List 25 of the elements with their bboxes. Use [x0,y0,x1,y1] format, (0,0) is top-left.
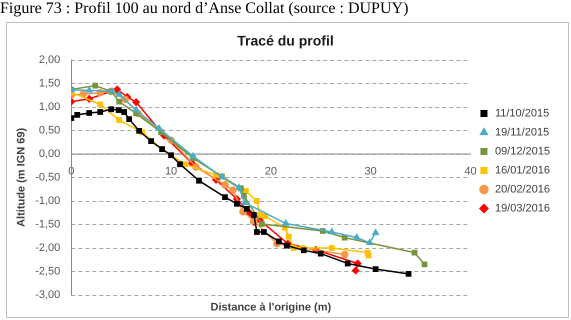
y-tick-label: -2,50 [35,266,60,278]
legend-label: 19/11/2015 [494,126,550,139]
x-tick-label: 10 [164,166,178,178]
legend-label: 20/02/2016 [494,184,550,196]
x-tick-label: 40 [464,166,477,178]
chart-title: Tracé du profil [237,32,334,48]
legend-label: 09/12/2015 [494,146,550,158]
y-axis-title: Altitude (m IGN 69) [16,128,28,227]
y-tick-label: 2,00 [38,54,60,66]
y-tick-label: -0,50 [35,171,60,184]
caption: Figure 73 : Profil 100 au nord d’Anse Collat (source : DUPUY) [0,0,408,19]
y-tick-label: 0,00 [38,148,60,160]
legend-label: 11/10/2015 [494,108,550,120]
x-axis-title: Distance à l'origine (m) [210,302,332,314]
y-tick-label: -3,00 [35,289,60,302]
y-tick-label: 1,00 [38,100,60,113]
y-tick-label: 0,50 [38,124,60,136]
y-tick-label: 1,50 [38,77,60,90]
legend-label: 16/01/2016 [494,164,550,177]
y-tick-label: -1,50 [35,218,60,230]
y-tick-label: -2,00 [35,242,60,254]
x-tick-label: 20 [264,166,277,178]
y-tick-label: -1,00 [35,194,60,207]
x-tick-label: 30 [364,166,377,178]
legend-label: 19/03/2016 [494,202,550,215]
